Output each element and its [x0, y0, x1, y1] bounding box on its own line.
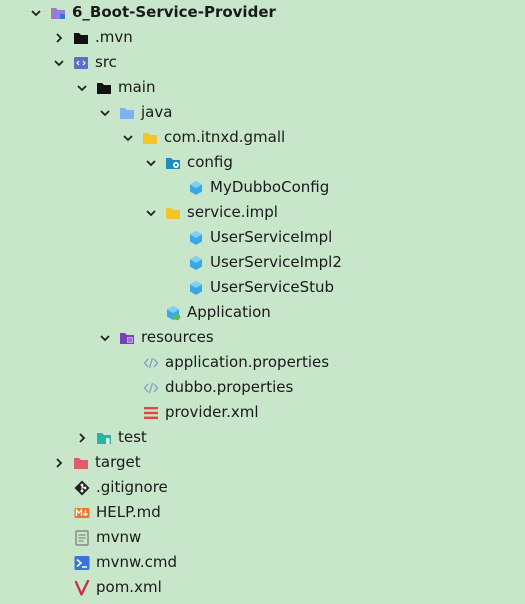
package-icon — [165, 205, 181, 221]
tree-label-mvnw-cmd: mvnw.cmd — [96, 553, 178, 571]
chevron-down-icon[interactable] — [28, 5, 44, 21]
tree-node-config[interactable]: config — [143, 150, 233, 175]
source-folder-icon — [119, 105, 135, 121]
tree-label-target: target — [95, 453, 141, 471]
tree-label-application: Application — [187, 303, 271, 321]
tree-node-user-service-impl2[interactable]: UserServiceImpl2 — [188, 250, 342, 275]
tree-node-java[interactable]: java — [97, 100, 172, 125]
tree-node-test[interactable]: test — [74, 425, 147, 450]
tree-node-main[interactable]: main — [74, 75, 155, 100]
tree-node-user-service-stub[interactable]: UserServiceStub — [188, 275, 334, 300]
tree-label-pom-xml: pom.xml — [96, 578, 162, 596]
chevron-right-icon[interactable] — [74, 430, 90, 446]
tree-node-service-impl[interactable]: service.impl — [143, 200, 278, 225]
tree-node-resources[interactable]: resources — [97, 325, 214, 350]
tree-label-gitignore: .gitignore — [96, 478, 168, 496]
chevron-down-icon[interactable] — [97, 105, 113, 121]
tree-node-user-service-impl[interactable]: UserServiceImpl — [188, 225, 332, 250]
tree-label-root: 6_Boot-Service-Provider — [72, 3, 276, 21]
chevron-down-icon[interactable] — [74, 80, 90, 96]
tree-node-application[interactable]: Application — [165, 300, 271, 325]
folder-icon — [73, 30, 89, 46]
tree-label-main: main — [118, 78, 156, 96]
source-root-icon — [73, 55, 89, 71]
tree-node-root[interactable]: 6_Boot-Service-Provider — [28, 0, 276, 25]
tree-node-mvnw-cmd[interactable]: mvnw.cmd — [74, 550, 177, 575]
tree-label-my-dubbo-config: MyDubboConfig — [210, 178, 330, 196]
tree-label-java: java — [141, 103, 173, 121]
tree-label-user-service-stub: UserServiceStub — [210, 278, 335, 296]
tree-label-application-properties: application.properties — [165, 353, 330, 371]
tree-label-user-service-impl: UserServiceImpl — [210, 228, 333, 246]
tree-node-help-md[interactable]: HELP.md — [74, 500, 161, 525]
java-class-icon — [188, 255, 204, 271]
excluded-folder-icon — [73, 455, 89, 471]
resources-folder-icon — [119, 330, 135, 346]
package-icon — [142, 130, 158, 146]
java-class-icon — [188, 230, 204, 246]
tree-label-service-impl: service.impl — [187, 203, 278, 221]
java-class-icon — [188, 280, 204, 296]
properties-file-icon — [143, 355, 159, 371]
tree-node-my-dubbo-config[interactable]: MyDubboConfig — [188, 175, 329, 200]
tree-node-mvn[interactable]: .mvn — [51, 25, 133, 50]
chevron-down-icon[interactable] — [143, 205, 159, 221]
tree-label-mvnw: mvnw — [96, 528, 142, 546]
tree-node-target[interactable]: target — [51, 450, 141, 475]
tree-label-help-md: HELP.md — [96, 503, 161, 521]
cmd-icon — [74, 555, 90, 571]
text-file-icon — [74, 529, 90, 546]
chevron-down-icon[interactable] — [97, 330, 113, 346]
tree-label-user-service-impl2: UserServiceImpl2 — [210, 253, 342, 271]
spring-application-icon — [165, 305, 181, 321]
tree-node-pom-xml[interactable]: pom.xml — [74, 575, 162, 600]
tree-label-dubbo-properties: dubbo.properties — [165, 378, 294, 396]
tree-label-resources: resources — [141, 328, 214, 346]
tree-node-src[interactable]: src — [51, 50, 117, 75]
tree-label-test: test — [118, 428, 147, 446]
chevron-right-icon[interactable] — [51, 30, 67, 46]
module-folder-icon — [50, 5, 66, 21]
properties-file-icon — [143, 380, 159, 396]
tree-node-provider-xml[interactable]: provider.xml — [143, 400, 259, 425]
folder-icon — [96, 80, 112, 96]
chevron-down-icon[interactable] — [120, 130, 136, 146]
tree-node-dubbo-properties[interactable]: dubbo.properties — [143, 375, 293, 400]
test-folder-icon — [96, 430, 112, 446]
tree-node-mvnw[interactable]: mvnw — [74, 525, 141, 550]
maven-icon — [74, 579, 90, 596]
tree-node-application-properties[interactable]: application.properties — [143, 350, 329, 375]
tree-label-src: src — [95, 53, 117, 71]
tree-label-mvn: .mvn — [95, 28, 133, 46]
chevron-down-icon[interactable] — [51, 55, 67, 71]
xml-file-icon — [143, 405, 159, 421]
git-icon — [74, 480, 90, 496]
chevron-down-icon[interactable] — [143, 155, 159, 171]
tree-node-package[interactable]: com.itnxd.gmall — [120, 125, 285, 150]
tree-label-config: config — [187, 153, 233, 171]
tree-label-package: com.itnxd.gmall — [164, 128, 286, 146]
chevron-right-icon[interactable] — [51, 455, 67, 471]
config-folder-icon — [165, 155, 181, 171]
java-class-icon — [188, 180, 204, 196]
tree-label-provider-xml: provider.xml — [165, 403, 259, 421]
tree-node-gitignore[interactable]: .gitignore — [74, 475, 168, 500]
markdown-icon — [74, 505, 90, 521]
